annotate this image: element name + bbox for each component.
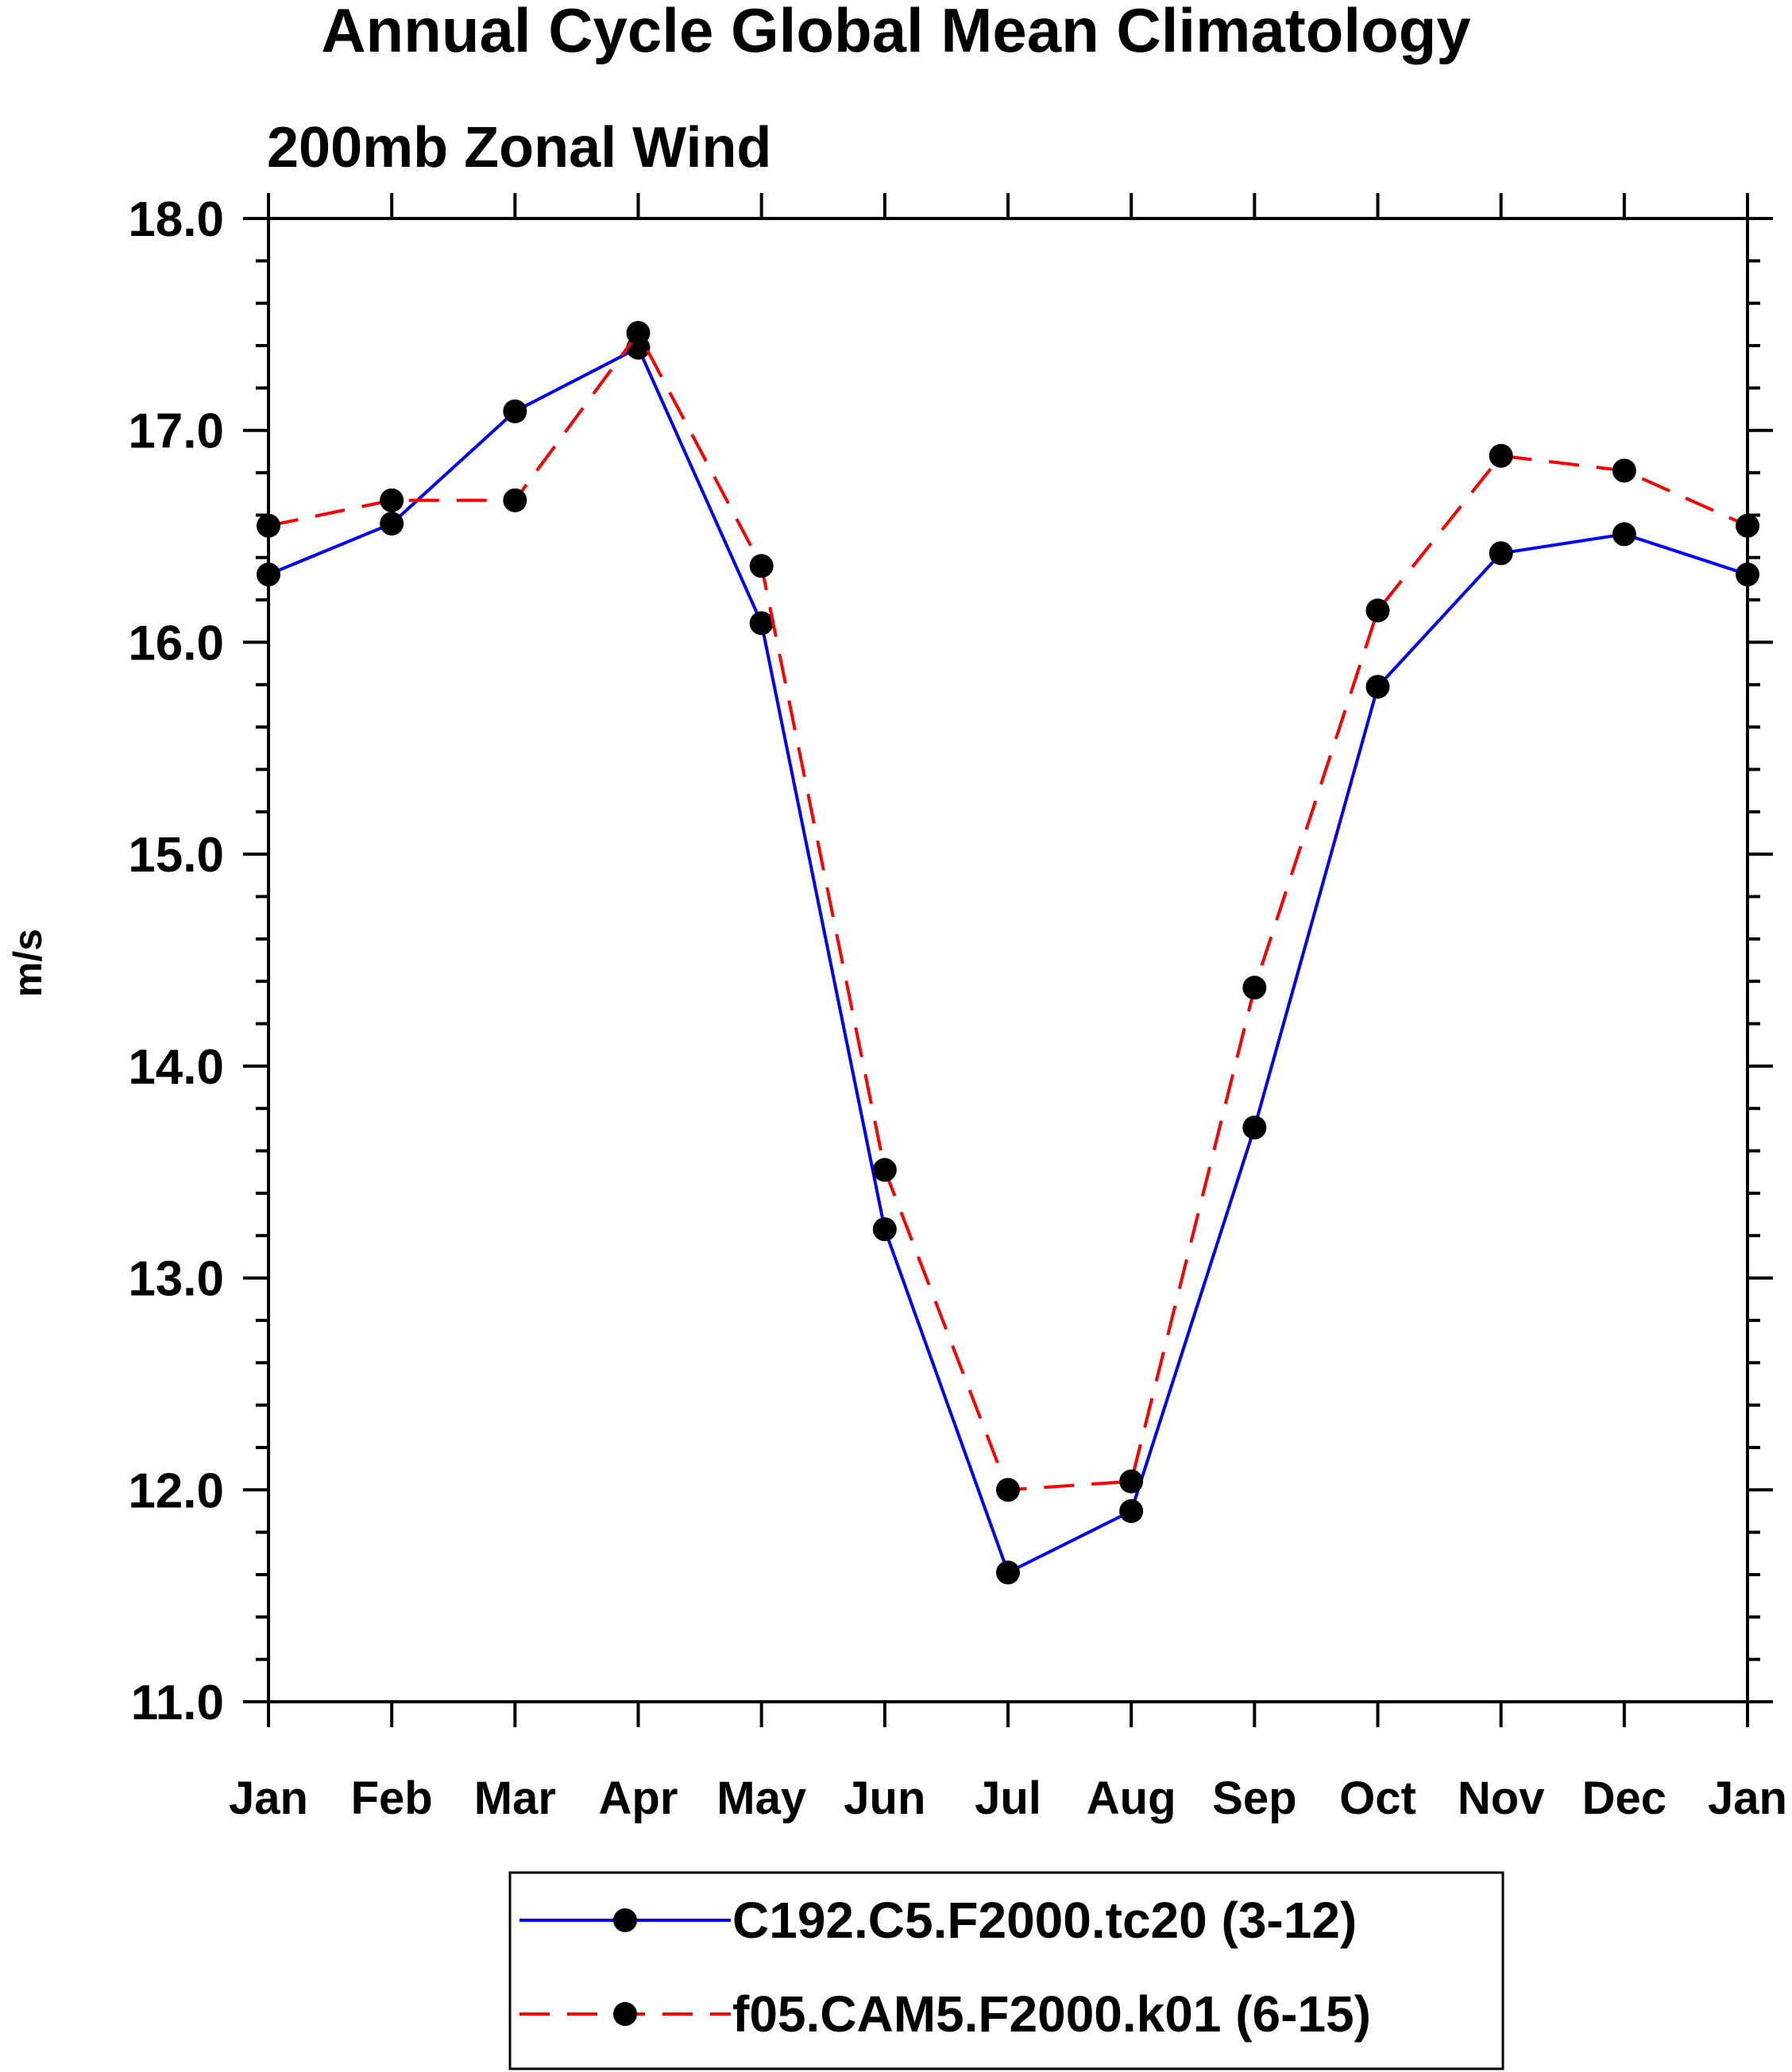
chart-title: Annual Cycle Global Mean Climatology [321,0,1471,65]
axes: 11.0 12.0 13.0 14.0 15.0 16.0 17.0 18.0 Jan Feb Ma… [128,192,1787,1824]
legend-label: C192.C5.F2000.tc20 (3-12) [732,1892,1357,1949]
data-point [1736,562,1759,587]
data-point [1119,1469,1144,1494]
data-point [1365,598,1390,623]
series-line [268,331,1748,1492]
x-tick-label: Jun [844,1772,925,1824]
x-tick-label: Aug [1087,1772,1176,1824]
y-tick-label: 17.0 [128,404,224,459]
y-tick-label: 13.0 [128,1252,224,1307]
data-point [872,1217,897,1242]
legend-label: f05.CAM5.F2000.k01 (6-15) [732,1985,1371,2043]
data-point [503,399,527,423]
data-point [380,512,404,536]
series-1 [257,335,1759,1585]
data-point [1119,1498,1144,1523]
data-point [1242,1115,1267,1140]
legend-marker [613,2002,637,2026]
data-point [996,1560,1020,1585]
data-point [1489,443,1513,468]
series-2 [257,321,1759,1502]
y-tick-label: 18.0 [128,192,224,247]
data-point [626,321,651,346]
data-point [872,1158,897,1182]
series-line [268,346,1748,1575]
x-tick-label: Oct [1339,1772,1416,1824]
data-point [1365,675,1390,699]
data-point [1612,522,1636,547]
x-tick-label: Jan [1708,1772,1787,1824]
y-tick-label: 16.0 [128,616,224,671]
y-tick-label: 15.0 [128,828,224,883]
x-tick-label: Mar [474,1772,556,1824]
legend: C192.C5.F2000.tc20 (3-12) f05.CAM5.F2000.… [508,1871,1504,2070]
series-group [257,321,1759,1585]
x-tick-label: May [716,1772,806,1824]
data-point [749,554,774,578]
x-tick-label: Feb [351,1772,433,1824]
y-tick-label: 14.0 [128,1040,224,1095]
legend-box [508,1871,1504,2070]
data-point [380,488,404,512]
chart-subtitle: 200mb Zonal Wind [267,116,771,180]
y-tick-label: 11.0 [131,1676,224,1730]
x-tick-label: Nov [1458,1772,1545,1824]
data-point [503,488,527,512]
data-point [1612,458,1636,483]
x-tick-label: Sep [1212,1772,1296,1824]
x-tick-label: Dec [1582,1772,1666,1824]
data-point [257,562,280,587]
data-point [749,611,774,636]
legend-marker [613,1908,637,1932]
data-point [1736,513,1759,538]
y-tick-label: 12.0 [128,1463,224,1518]
x-tick-label: Jul [975,1772,1041,1824]
data-point [996,1478,1020,1502]
data-point [257,513,280,538]
x-tick-label: Jan [229,1772,308,1824]
data-point [1489,541,1513,566]
data-point [1242,976,1267,1000]
x-tick-label: Apr [599,1772,678,1824]
y-axis-label: m/s [6,929,50,997]
